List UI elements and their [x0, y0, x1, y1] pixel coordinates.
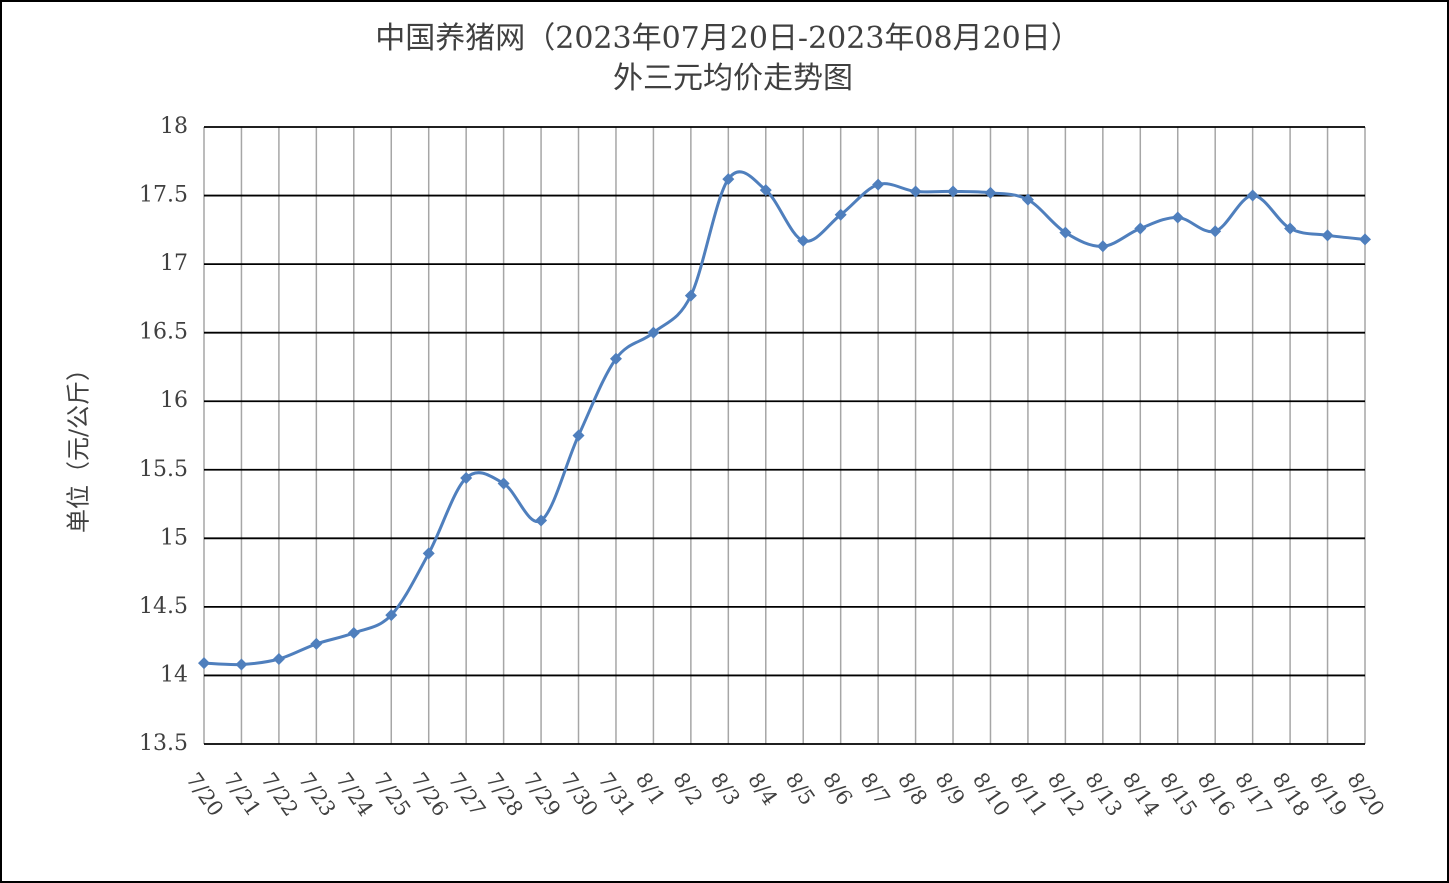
point-marker — [684, 289, 697, 302]
point-marker — [1209, 225, 1222, 238]
y-tick-label: 14 — [160, 662, 188, 687]
point-marker — [759, 184, 772, 197]
point-marker — [1359, 233, 1371, 246]
chart-subtitle: 外三元均价走势图 — [613, 61, 853, 96]
point-marker — [1246, 189, 1259, 202]
y-tick-label: 13.5 — [139, 731, 188, 756]
point-marker — [310, 637, 323, 650]
y-tick-label: 17.5 — [139, 183, 188, 208]
point-marker — [572, 429, 585, 442]
point-marker — [647, 326, 660, 339]
point-marker — [834, 208, 847, 221]
point-marker — [797, 234, 810, 247]
point-marker — [272, 652, 285, 665]
y-axis-label: 单位（元/公斤） — [65, 357, 93, 533]
y-tick-label: 16.5 — [139, 320, 188, 345]
point-marker — [1134, 222, 1147, 235]
point-marker — [422, 547, 435, 560]
point-marker — [947, 185, 960, 198]
y-tick-label: 15 — [160, 525, 188, 550]
point-marker — [1171, 211, 1184, 224]
point-marker — [235, 658, 248, 671]
point-marker — [460, 472, 473, 485]
y-tick-label: 15.5 — [139, 457, 188, 482]
point-marker — [722, 173, 735, 186]
point-marker — [909, 185, 922, 198]
point-marker — [1096, 240, 1109, 253]
point-marker — [1021, 193, 1034, 206]
y-tick-label: 16 — [160, 388, 188, 413]
point-marker — [385, 609, 398, 622]
y-tick-label: 17 — [160, 251, 188, 276]
point-marker — [872, 178, 885, 191]
point-marker — [1284, 222, 1297, 235]
point-marker — [1059, 226, 1072, 239]
point-marker — [198, 657, 210, 670]
point-marker — [347, 626, 360, 639]
point-marker — [609, 352, 622, 365]
point-marker — [984, 186, 997, 199]
point-marker — [535, 514, 548, 527]
y-tick-label: 14.5 — [139, 594, 188, 619]
point-marker — [1321, 229, 1334, 242]
point-marker — [497, 477, 510, 490]
y-tick-label: 18 — [160, 114, 188, 139]
chart-title: 中国养猪网（2023年07月20日-2023年08月20日） — [375, 21, 1081, 56]
